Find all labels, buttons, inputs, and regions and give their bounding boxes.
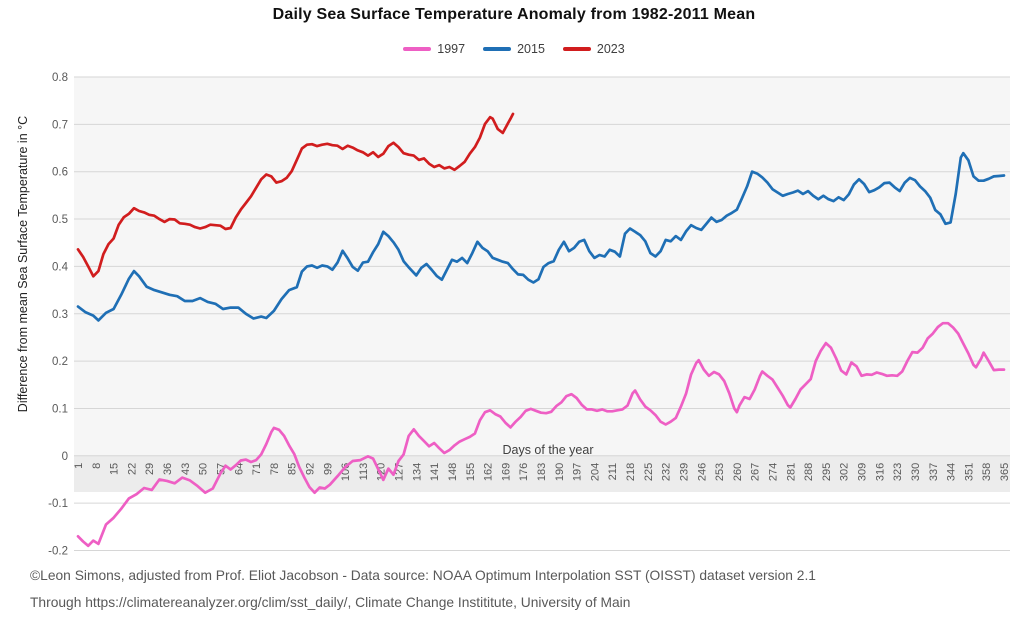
x-tick-302: 302 [839,463,851,481]
x-tick-113: 113 [358,463,370,481]
y-tick-0.8: 0.8 [52,72,68,84]
x-tick-260: 260 [732,463,744,481]
x-tick-43: 43 [180,463,192,475]
series-line-2015 [76,151,1006,322]
x-tick-148: 148 [447,463,459,481]
x-tick-176: 176 [518,463,530,481]
x-tick-29: 29 [144,463,156,475]
x-tick-246: 246 [696,463,708,481]
x-tick-358: 358 [981,463,993,481]
legend-swatch-2023 [562,47,591,51]
x-tick-141: 141 [429,463,441,481]
x-tick-36: 36 [162,463,174,475]
x-tick-85: 85 [287,463,299,475]
x-tick-344: 344 [946,463,958,481]
x-tick-274: 274 [768,463,780,481]
x-tick-8: 8 [91,463,103,469]
x-tick-71: 71 [251,463,263,475]
legend-item-1997: 1997 [403,42,465,56]
x-tick-204: 204 [589,463,601,481]
y-tick-0.2: 0.2 [52,356,68,368]
legend-label-1997: 1997 [437,42,466,56]
plot-background [74,77,1010,492]
legend-swatch-1997 [403,47,432,51]
gridlines [74,76,1010,551]
legend-label-2023: 2023 [596,42,625,56]
y-tick--0.2: -0.2 [48,546,68,558]
x-tick-309: 309 [857,463,869,481]
chart-title: Daily Sea Surface Temperature Anomaly fr… [272,6,756,23]
x-tick-351: 351 [963,463,975,481]
x-tick-169: 169 [500,463,512,481]
x-tick-92: 92 [305,463,317,475]
y-tick-0.1: 0.1 [52,403,68,415]
x-tick-labels: 1 8 15 22 29 36 43 50 57 64 71 78 85 92 99 106 113 120 127… [73,463,1011,481]
x-tick-281: 281 [785,463,797,481]
y-tick-0: 0 [62,451,68,463]
x-tick-99: 99 [322,463,334,475]
x-tick-337: 337 [928,463,940,481]
x-tick-211: 211 [607,463,619,481]
x-tick-78: 78 [269,463,281,475]
x-tick-323: 323 [892,463,904,481]
y-tick-0.7: 0.7 [52,119,68,131]
x-tick-106: 106 [340,463,352,481]
x-tick-1: 1 [73,463,85,469]
x-tick-197: 197 [572,463,584,481]
x-tick-253: 253 [714,463,726,481]
x-axis-title: Days of the year [502,443,593,457]
source-credit: ©Leon Simons, adjusted from Prof. Eliot … [30,562,1010,616]
series-lines [76,112,1006,548]
source-credit-line2: Through https://climatereanalyzer.org/cl… [30,595,631,610]
x-tick-134: 134 [411,463,423,481]
x-tick-316: 316 [874,463,886,481]
y-tick-0.5: 0.5 [52,214,68,226]
x-tick-162: 162 [483,463,495,481]
x-tick-15: 15 [109,463,121,475]
x-tick-330: 330 [910,463,922,481]
x-tick-225: 225 [643,463,655,481]
legend-swatch-2015 [483,47,512,51]
legend-label-2015: 2015 [517,42,545,56]
x-tick-232: 232 [661,463,673,481]
y-tick-0.3: 0.3 [52,309,68,321]
y-tick-0.6: 0.6 [52,167,68,179]
x-tick-190: 190 [554,463,566,481]
legend-item-2015: 2015 [483,42,545,56]
legend-item-2023: 2023 [562,42,625,56]
y-tick-labels: 0.8 0.7 0.6 0.5 0.4 0.3 0.2 0.1 0 -0.1 -0.2 [48,72,68,558]
x-tick-22: 22 [126,463,138,475]
legend: 1997 2015 2023 [0,42,1028,56]
x-tick-218: 218 [625,463,637,481]
x-tick-288: 288 [803,463,815,481]
chart-plot: 0.8 0.7 0.6 0.5 0.4 0.3 0.2 0.1 0 -0.1 -0.2 1 8 15 22… [48,72,1011,558]
y-tick-0.4: 0.4 [52,261,69,273]
series-line-1997 [76,321,1006,548]
x-tick-239: 239 [678,463,690,481]
x-tick-50: 50 [198,463,210,475]
x-tick-365: 365 [999,463,1011,481]
x-tick-267: 267 [750,463,762,481]
x-tick-295: 295 [821,463,833,481]
x-tick-155: 155 [465,463,477,481]
x-tick-183: 183 [536,463,548,481]
series-line-2023 [76,112,515,278]
y-tick--0.1: -0.1 [48,498,68,510]
source-credit-line1: ©Leon Simons, adjusted from Prof. Eliot … [30,568,816,583]
